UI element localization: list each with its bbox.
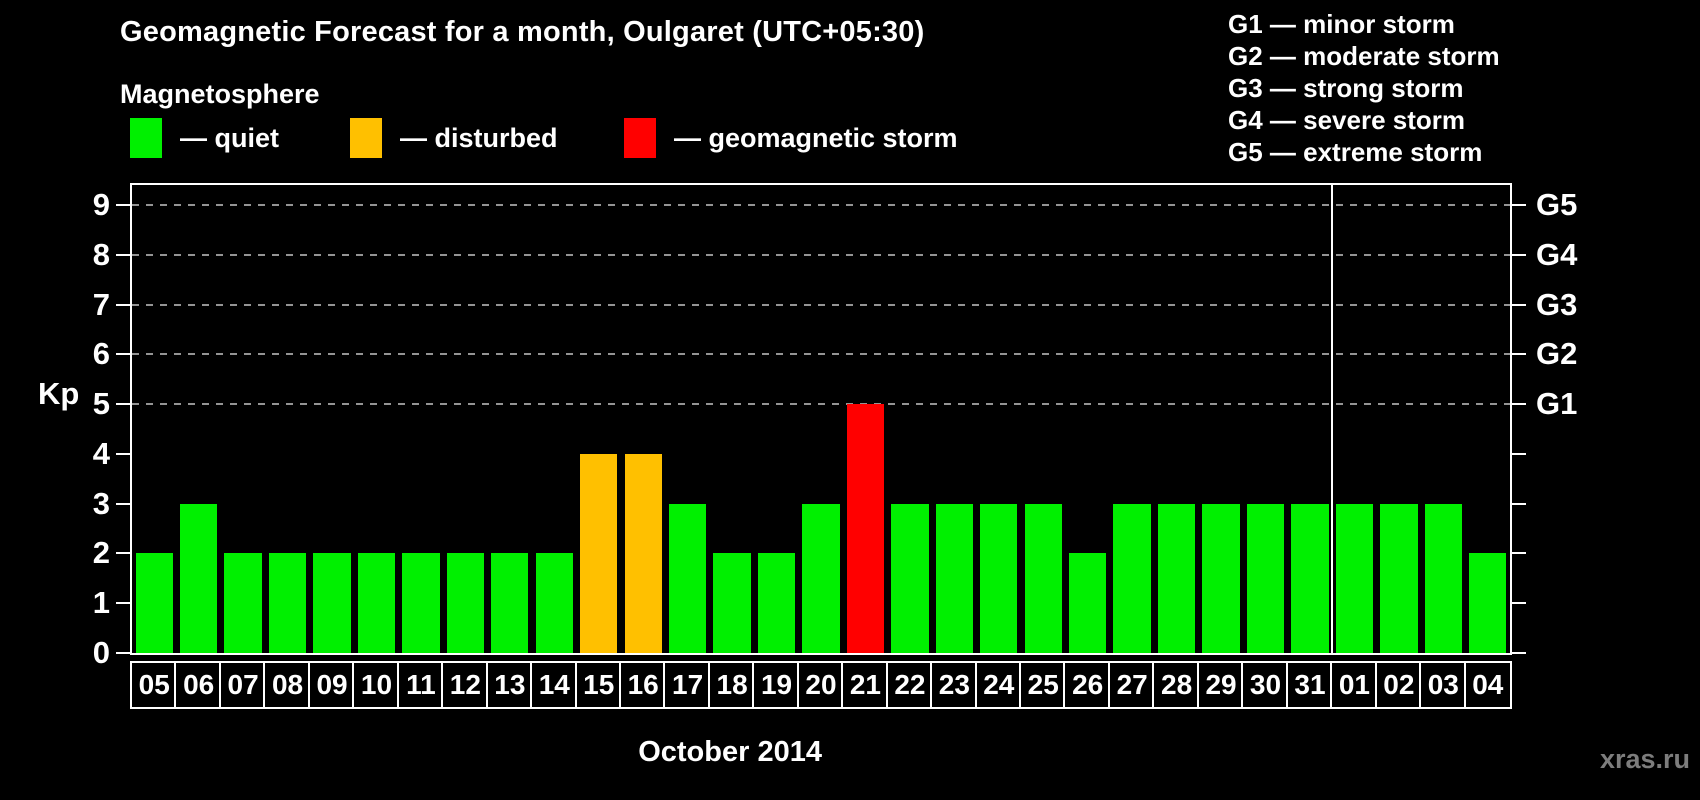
legend-label-quiet: — quiet — [180, 122, 279, 153]
day-label-21: 21 — [841, 661, 890, 709]
right-axis-tick-1 — [1512, 602, 1526, 605]
right-axis-tick-6 — [1512, 353, 1526, 356]
y-axis-tick-2 — [116, 552, 130, 555]
quiet-swatch-icon — [130, 118, 162, 158]
y-axis-label-1: 1 — [92, 585, 110, 621]
day-label-05: 05 — [130, 661, 179, 709]
y-axis-tick-0 — [116, 652, 130, 654]
y-axis-tick-1 — [116, 602, 130, 605]
g-legend-line-g2: G2 — moderate storm — [1228, 41, 1500, 71]
day-label-10: 10 — [352, 661, 401, 709]
day-label-11: 11 — [396, 661, 446, 709]
legend-item-quiet: — quiet — [130, 117, 279, 159]
day-label-15: 15 — [574, 661, 623, 709]
g-legend-line-g3: G3 — strong storm — [1228, 73, 1464, 103]
day-label-08: 08 — [263, 661, 312, 709]
day-label-20: 20 — [796, 661, 846, 709]
right-axis-label-g4: G4 — [1536, 236, 1578, 272]
y-axis-label-4: 4 — [92, 435, 110, 471]
y-axis-tick-7 — [116, 303, 130, 306]
y-axis-tick-4 — [116, 452, 130, 455]
chart-title: Geomagnetic Forecast for a month, Oulgar… — [120, 16, 925, 48]
plot-area — [130, 183, 1512, 655]
day-label-28: 28 — [1152, 661, 1201, 709]
y-axis-label-3: 3 — [92, 485, 110, 521]
day-label-01: 01 — [1330, 661, 1379, 709]
day-label-24: 24 — [974, 661, 1024, 709]
day-label-06: 06 — [174, 661, 223, 709]
g-legend-line-g5: G5 — extreme storm — [1228, 137, 1483, 167]
legend-label-storm: — geomagnetic storm — [674, 122, 958, 153]
day-label-16: 16 — [618, 661, 668, 709]
right-axis-tick-7 — [1512, 303, 1526, 306]
y-axis-label-6: 6 — [92, 336, 110, 372]
day-label-18: 18 — [707, 661, 757, 709]
g-scale-legend: G1 — minor storm G2 — moderate storm G3 … — [1228, 8, 1500, 168]
day-label-30: 30 — [1241, 661, 1290, 709]
day-label-03: 03 — [1419, 661, 1468, 709]
storm-swatch-icon — [624, 118, 656, 158]
right-axis-tick-0 — [1512, 652, 1526, 654]
g-legend-line-g1: G1 — minor storm — [1228, 9, 1455, 39]
right-axis-tick-2 — [1512, 552, 1526, 555]
legend-heading: Magnetosphere — [120, 79, 320, 109]
day-label-07: 07 — [218, 661, 268, 709]
day-label-04: 04 — [1463, 661, 1512, 709]
y-axis-label-0: 0 — [92, 635, 110, 670]
day-label-25: 25 — [1019, 661, 1068, 709]
y-axis-label-7: 7 — [92, 286, 110, 322]
y-axis-label-9: 9 — [92, 187, 110, 222]
day-label-23: 23 — [930, 661, 979, 709]
y-axis-tick-3 — [116, 502, 130, 505]
y-axis-label-8: 8 — [92, 236, 110, 272]
day-label-29: 29 — [1196, 661, 1246, 709]
y-axis-tick-6 — [116, 353, 130, 356]
legend-item-disturbed: — disturbed — [350, 117, 558, 159]
y-axis-title: Kp — [38, 376, 80, 411]
day-label-27: 27 — [1107, 661, 1157, 709]
right-axis-tick-4 — [1512, 452, 1526, 455]
watermark: xras.ru — [1599, 744, 1690, 774]
right-axis-label-g1: G1 — [1536, 386, 1578, 422]
day-label-26: 26 — [1063, 661, 1112, 709]
g-legend-line-g4: G4 — severe storm — [1228, 105, 1466, 135]
y-axis-tick-5 — [116, 403, 130, 406]
right-axis-tick-9 — [1512, 204, 1526, 206]
disturbed-swatch-icon — [350, 118, 382, 158]
day-label-12: 12 — [441, 661, 490, 709]
day-label-17: 17 — [663, 661, 712, 709]
day-label-02: 02 — [1374, 661, 1424, 709]
day-label-14: 14 — [530, 661, 579, 709]
right-axis-label-g3: G3 — [1536, 286, 1578, 322]
day-label-22: 22 — [885, 661, 935, 709]
right-axis-label-g2: G2 — [1536, 336, 1578, 372]
day-label-19: 19 — [752, 661, 801, 709]
y-axis-tick-9 — [116, 204, 130, 206]
right-axis-label-g5: G5 — [1536, 187, 1578, 222]
right-axis-tick-3 — [1512, 502, 1526, 505]
legend-item-storm: — geomagnetic storm — [624, 117, 958, 159]
legend-label-disturbed: — disturbed — [400, 122, 558, 153]
x-axis-title: October 2014 — [638, 736, 822, 768]
day-label-09: 09 — [307, 661, 357, 709]
right-axis-tick-5 — [1512, 403, 1526, 406]
y-axis-tick-8 — [116, 253, 130, 256]
right-axis-tick-8 — [1512, 253, 1526, 256]
day-label-13: 13 — [485, 661, 535, 709]
day-label-31: 31 — [1285, 661, 1335, 709]
y-axis-label-2: 2 — [92, 535, 110, 571]
